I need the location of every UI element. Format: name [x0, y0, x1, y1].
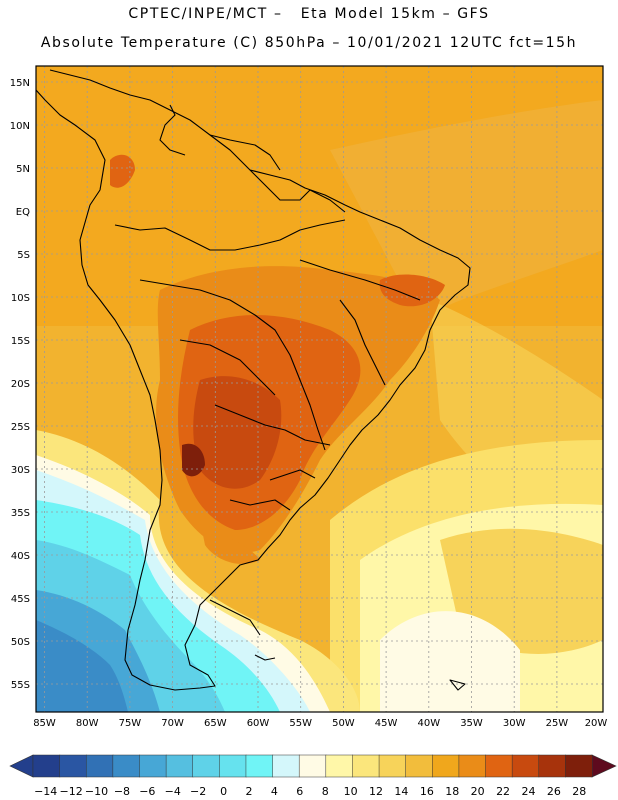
colorbar-label: 4 — [271, 785, 278, 798]
colorbar-label: −10 — [85, 785, 108, 798]
coastlines — [36, 69, 471, 691]
colorbar-label: 20 — [471, 785, 485, 798]
lat-label: 5N — [16, 164, 30, 175]
lon-label: 30W — [503, 718, 526, 729]
colorbar-swatch — [139, 754, 167, 778]
lat-label: 15N — [10, 78, 30, 89]
colorbar-swatch — [485, 754, 513, 778]
lat-label: 15S — [11, 336, 30, 347]
colorbar-label: 22 — [496, 785, 510, 798]
colorbar-swatch — [298, 754, 327, 778]
colorbar-min-arrow — [9, 754, 34, 778]
lon-label: 60W — [247, 718, 270, 729]
colorbar-swatch — [59, 754, 87, 778]
colorbar-label: 28 — [572, 785, 586, 798]
colorbar-swatch — [511, 754, 540, 778]
lon-label: 25W — [546, 718, 569, 729]
longitude-axis: 85W 80W 75W 70W 65W 60W 55W 50W 45W 40W … — [33, 718, 607, 729]
colorbar-label: −6 — [139, 785, 155, 798]
colorbar-label: 26 — [547, 785, 561, 798]
colorbar-swatch — [32, 754, 61, 778]
colorbar-label: 14 — [394, 785, 408, 798]
lon-label: 75W — [119, 718, 142, 729]
colorbar-label: 24 — [521, 785, 535, 798]
colorbar-label: 16 — [420, 785, 434, 798]
colorbar-swatch — [272, 754, 300, 778]
lon-label: 50W — [332, 718, 355, 729]
map-title-line-1: CPTEC/INPE/MCT – Eta Model 15km – GFS — [128, 6, 490, 22]
colorbar-label: 0 — [220, 785, 227, 798]
colorbar-swatch — [538, 754, 566, 778]
lon-label: 35W — [460, 718, 483, 729]
lat-label: 10N — [10, 121, 30, 132]
colorbar-swatch — [432, 754, 460, 778]
lon-label: 80W — [76, 718, 99, 729]
colorbar-label: 2 — [245, 785, 252, 798]
lon-label: 55W — [289, 718, 312, 729]
colorbar-label: −2 — [190, 785, 206, 798]
temperature-field — [36, 66, 603, 712]
colorbar-label: −4 — [165, 785, 181, 798]
map-title-line-2: Absolute Temperature (C) 850hPa – 10/01/… — [40, 35, 578, 51]
lat-label: 25S — [11, 422, 30, 433]
map-frame — [35, 65, 604, 713]
lat-label: 10S — [11, 293, 30, 304]
lat-label: 5S — [17, 250, 30, 261]
lat-label: 45S — [11, 594, 30, 605]
lon-label: 85W — [33, 718, 56, 729]
colorbar-swatch — [245, 754, 274, 778]
lon-label: 65W — [204, 718, 227, 729]
colorbar-label: −14 — [34, 785, 57, 798]
colorbar: −14 −12 −10 −8 −6 −4 −2 0 2 4 6 8 10 12 14 16 18 20 22 24 26… — [9, 754, 617, 798]
colorbar-swatch — [405, 754, 433, 778]
colorbar-swatch — [85, 754, 114, 778]
colorbar-label: −12 — [60, 785, 83, 798]
colorbar-swatch — [458, 754, 487, 778]
lat-label: 35S — [11, 508, 30, 519]
colorbar-swatch — [325, 754, 353, 778]
colorbar-swatch — [192, 754, 220, 778]
colorbar-label: 6 — [296, 785, 303, 798]
colorbar-label: 12 — [369, 785, 383, 798]
lon-label: 45W — [375, 718, 398, 729]
colorbar-swatch — [378, 754, 407, 778]
colorbar-swatch — [352, 754, 380, 778]
lat-label: 55S — [11, 680, 30, 691]
colorbar-label: 18 — [445, 785, 459, 798]
colorbar-swatch — [112, 754, 141, 778]
latitude-axis: 15N 10N 5N EQ 5S 10S 15S 20S 25S 30S 35S… — [10, 78, 30, 691]
lon-label: 40W — [417, 718, 440, 729]
colorbar-label: −8 — [114, 785, 130, 798]
lat-label: 50S — [11, 637, 30, 648]
colorbar-swatch — [219, 754, 247, 778]
lat-label: 30S — [11, 465, 30, 476]
colorbar-swatch — [565, 754, 593, 778]
lat-label: 40S — [11, 551, 30, 562]
lon-label: 20W — [585, 718, 608, 729]
colorbar-swatch — [165, 754, 194, 778]
lat-label: EQ — [16, 207, 30, 218]
lon-label: 70W — [161, 718, 184, 729]
lat-label: 20S — [11, 379, 30, 390]
colorbar-label: 10 — [344, 785, 358, 798]
colorbar-label: 8 — [322, 785, 329, 798]
colorbar-max-arrow — [591, 754, 617, 778]
